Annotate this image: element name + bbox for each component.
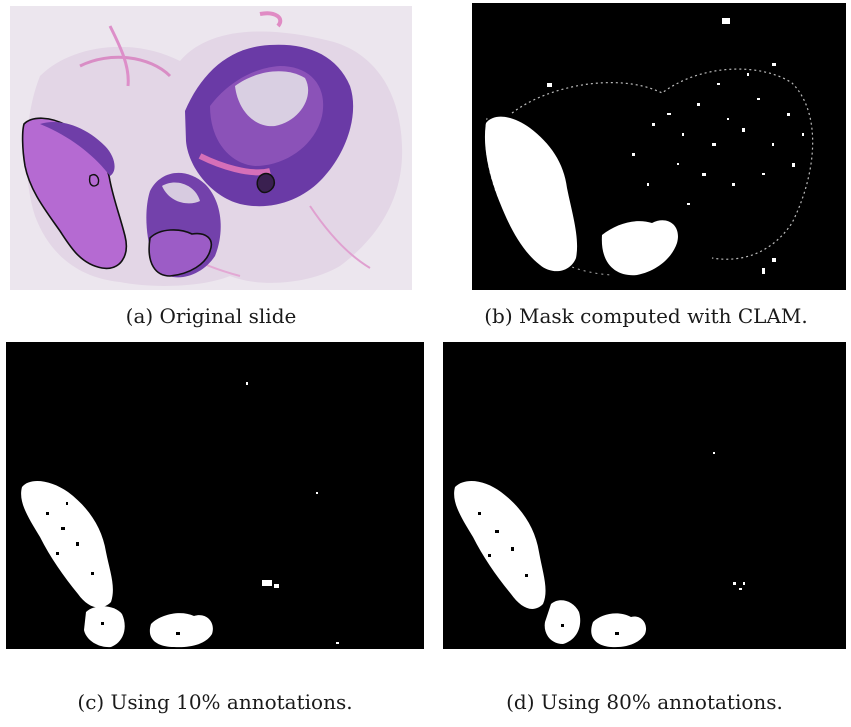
mask-10-percent-image (6, 342, 424, 649)
original-slide-image (10, 6, 412, 290)
clam-mask-image (472, 3, 846, 290)
mask-80-percent-image (443, 342, 846, 649)
caption-a: (a) Original slide (125, 304, 297, 328)
caption-b: (b) Mask computed with CLAM. (484, 304, 808, 328)
caption-d: (d) Using 80% annotations. (506, 690, 783, 714)
caption-c: (c) Using 10% annotations. (77, 690, 353, 714)
